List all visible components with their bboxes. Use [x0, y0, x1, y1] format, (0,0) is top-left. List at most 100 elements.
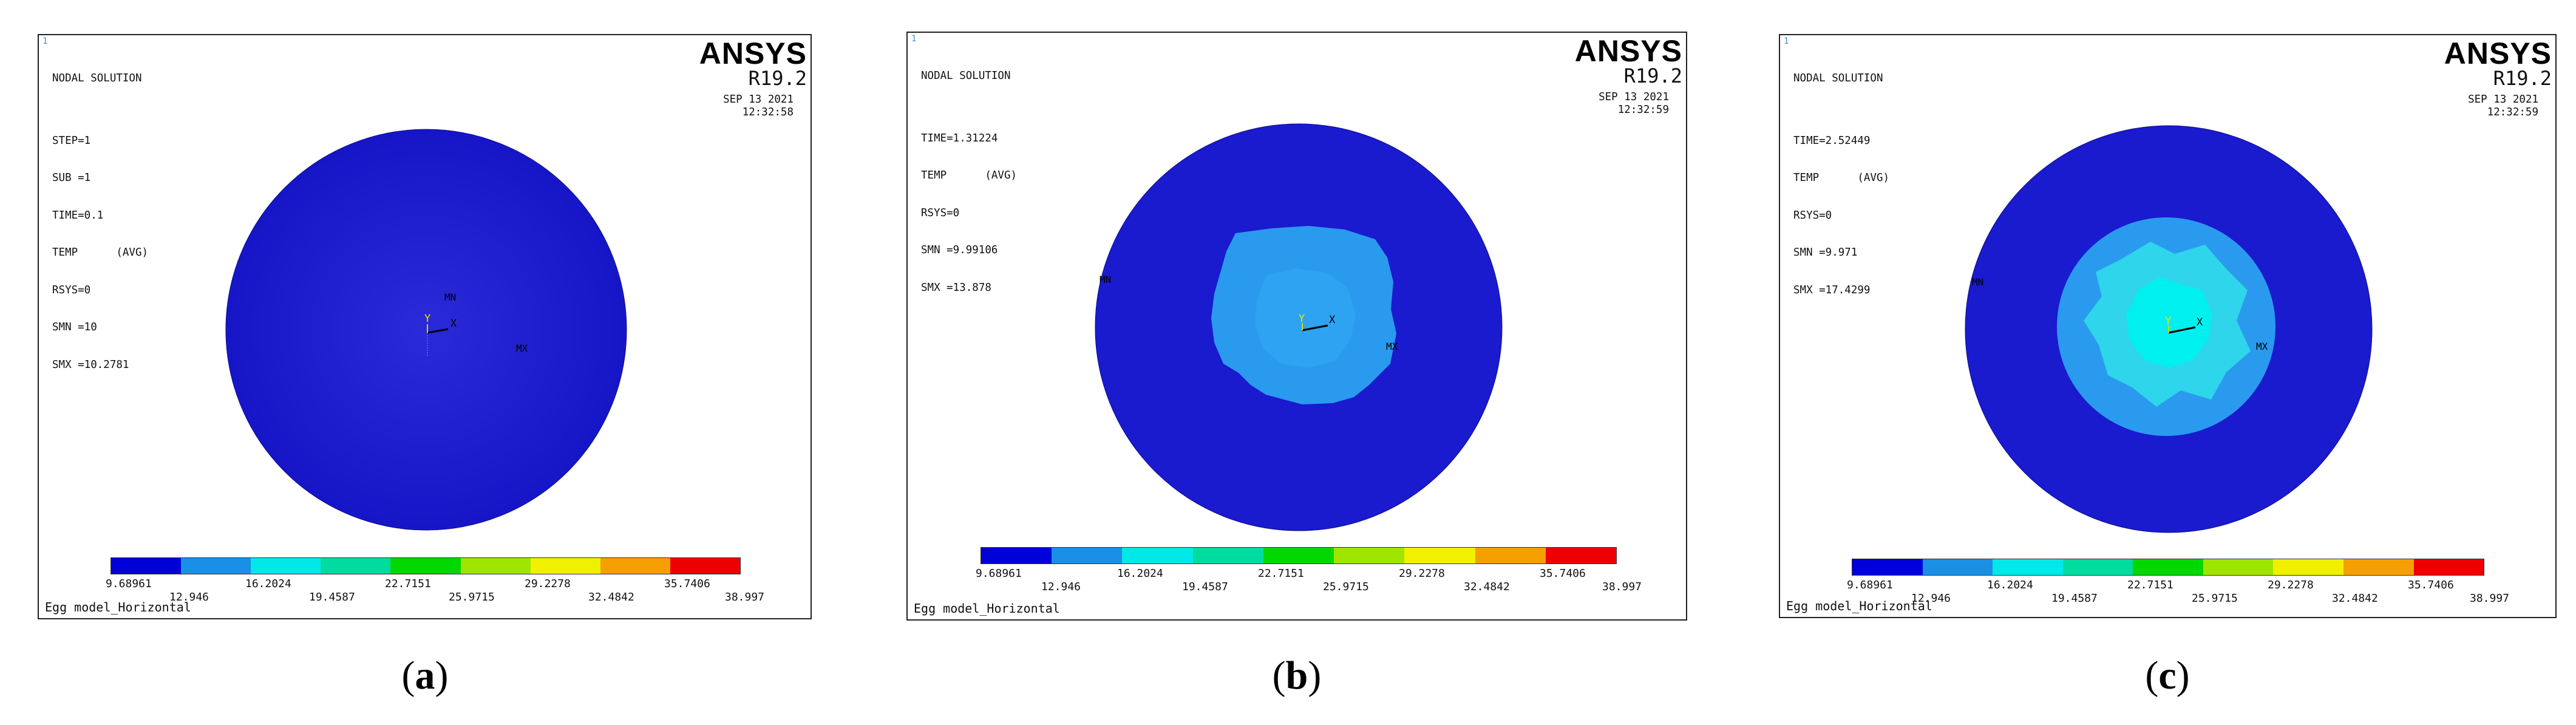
info-line: TEMP (AVG): [921, 169, 1018, 182]
legend-swatch: [1852, 559, 1923, 575]
info-line: TEMP (AVG): [52, 247, 149, 259]
caption-letter: a: [415, 653, 435, 698]
contour-plot: Y X MN MX: [225, 129, 627, 531]
legend-swatch: [251, 558, 321, 574]
contour-plot: Y X MN MX: [1965, 125, 2373, 533]
panel-c: 1 NODAL SOLUTION TIME=2.52449 TEMP (AVG)…: [1779, 34, 2557, 618]
legend-swatch: [1475, 548, 1546, 563]
legend-labels: 9.68961 12.946 16.2024 19.4587 22.7151 2…: [106, 577, 766, 608]
mx-marker: MX: [516, 342, 528, 354]
inner-region: [2126, 277, 2212, 368]
caption-letter: b: [1285, 653, 1308, 698]
time: 12:32:59: [2487, 106, 2538, 118]
legend-value: 22.7151: [2127, 579, 2173, 591]
legend-value: 29.2278: [1399, 567, 1445, 580]
legend-value: 9.68961: [1847, 579, 1893, 591]
legend-value: 25.9715: [2192, 592, 2238, 605]
info-line: TIME=2.52449: [1793, 134, 1871, 147]
info-line: SMX =17.4299: [1793, 284, 1871, 296]
legend-value: 29.2278: [2268, 579, 2314, 591]
legend-value: 38.997: [725, 591, 765, 604]
legend-swatch: [460, 558, 531, 574]
axis-y-label: Y: [424, 313, 430, 325]
version: R19.2: [2493, 67, 2552, 90]
caption-a: (a): [401, 653, 449, 698]
panel-a: 1 NODAL SOLUTION STEP=1 SUB =1 TIME=0.1 …: [38, 34, 812, 619]
mn-marker: MN: [1099, 274, 1111, 285]
caption-b: (b): [1272, 653, 1322, 698]
legend-value: 35.7406: [664, 577, 710, 590]
mx-marker: MX: [1386, 341, 1398, 352]
date: SEP 13 2021: [1599, 91, 1669, 103]
legend-swatch: [1122, 548, 1193, 563]
legend-swatch: [1545, 548, 1616, 563]
legend-swatch: [1334, 548, 1405, 563]
caption-letter: c: [2158, 653, 2177, 698]
mn-marker: MN: [444, 291, 456, 303]
legend-swatch: [111, 558, 182, 574]
solution-info: NODAL SOLUTION STEP=1 SUB =1 TIME=0.1 TE…: [52, 47, 148, 396]
axis-triad: Y X: [424, 313, 457, 357]
caption-c: (c): [2145, 653, 2190, 698]
axis-y-label: Y: [2165, 315, 2171, 327]
legend-labels: 9.68961 12.946 16.2024 19.4587 22.7151 2…: [976, 567, 1642, 597]
legend-value: 12.946: [1911, 592, 1951, 605]
info-line: SMN =10: [52, 321, 97, 333]
model-title: Egg model_Horizontal: [1786, 599, 1932, 613]
version: R19.2: [1623, 64, 1682, 87]
brand-name: ANSYS: [699, 36, 807, 70]
time: 12:32:59: [1617, 103, 1669, 116]
legend-swatch: [390, 558, 461, 574]
legend-value: 32.4842: [1464, 580, 1510, 593]
legend-swatch: [1993, 559, 2063, 575]
legend-value: 25.9715: [1323, 580, 1369, 593]
window-number: 1: [1784, 36, 1789, 46]
axis-y-label: Y: [1299, 313, 1305, 325]
legend-labels: 9.68961 12.946 16.2024 19.4587 22.7151 2…: [1847, 579, 2509, 609]
legend-value: 19.4587: [1182, 580, 1228, 593]
info-line: TIME=1.31224: [921, 132, 998, 145]
mn-marker: MN: [1972, 276, 1983, 288]
legend-swatch: [2203, 559, 2274, 575]
axis-x-label: X: [450, 318, 457, 330]
brand-name: ANSYS: [2444, 36, 2552, 70]
ansys-logo: ANSYS R19.2: [1575, 35, 1682, 87]
legend-value: 16.2024: [245, 577, 291, 590]
timestamp: SEP 13 2021 12:32:59: [1599, 91, 1669, 116]
solution-info: NODAL SOLUTION TIME=2.52449 TEMP (AVG) R…: [1793, 47, 1889, 321]
ansys-logo: ANSYS R19.2: [699, 36, 807, 90]
window-number: 1: [911, 34, 917, 44]
version: R19.2: [748, 67, 807, 90]
window-number: 1: [42, 36, 48, 46]
model-title: Egg model_Horizontal: [914, 601, 1060, 616]
legend-value: 12.946: [1041, 580, 1081, 593]
legend-swatch: [181, 558, 251, 574]
date: SEP 13 2021: [723, 94, 794, 106]
legend-swatch: [530, 558, 600, 574]
panel-b: 1 NODAL SOLUTION TIME=1.31224 TEMP (AVG)…: [906, 32, 1687, 621]
legend-swatch: [2133, 559, 2203, 575]
legend-value: 32.4842: [2332, 592, 2378, 605]
legend-value: 25.9715: [449, 591, 495, 604]
info-line: TEMP (AVG): [1793, 172, 1890, 184]
legend-swatch: [1052, 548, 1123, 563]
info-line: NODAL SOLUTION: [1793, 72, 1883, 84]
color-legend: [110, 557, 741, 574]
info-line: RSYS=0: [1793, 209, 1832, 222]
legend-swatch: [2413, 559, 2484, 575]
legend-value: 35.7406: [2408, 579, 2454, 591]
legend-value: 22.7151: [385, 577, 431, 590]
info-line: SMX =10.2781: [52, 358, 129, 371]
timestamp: SEP 13 2021 12:32:59: [2468, 94, 2538, 118]
legend-value: 16.2024: [1987, 579, 2033, 591]
legend-swatch: [1192, 548, 1263, 563]
legend-value: 9.68961: [106, 577, 152, 590]
legend-value: 32.4842: [588, 591, 634, 604]
egg-cross-section: [225, 129, 627, 531]
ansys-logo: ANSYS R19.2: [2444, 36, 2552, 90]
contour-plot: Y X MN MX: [1095, 123, 1503, 531]
legend-swatch: [2273, 559, 2343, 575]
inner-region: [1255, 268, 1356, 368]
axis-triad: Y X: [1299, 313, 1336, 332]
legend-value: 9.68961: [976, 567, 1022, 580]
